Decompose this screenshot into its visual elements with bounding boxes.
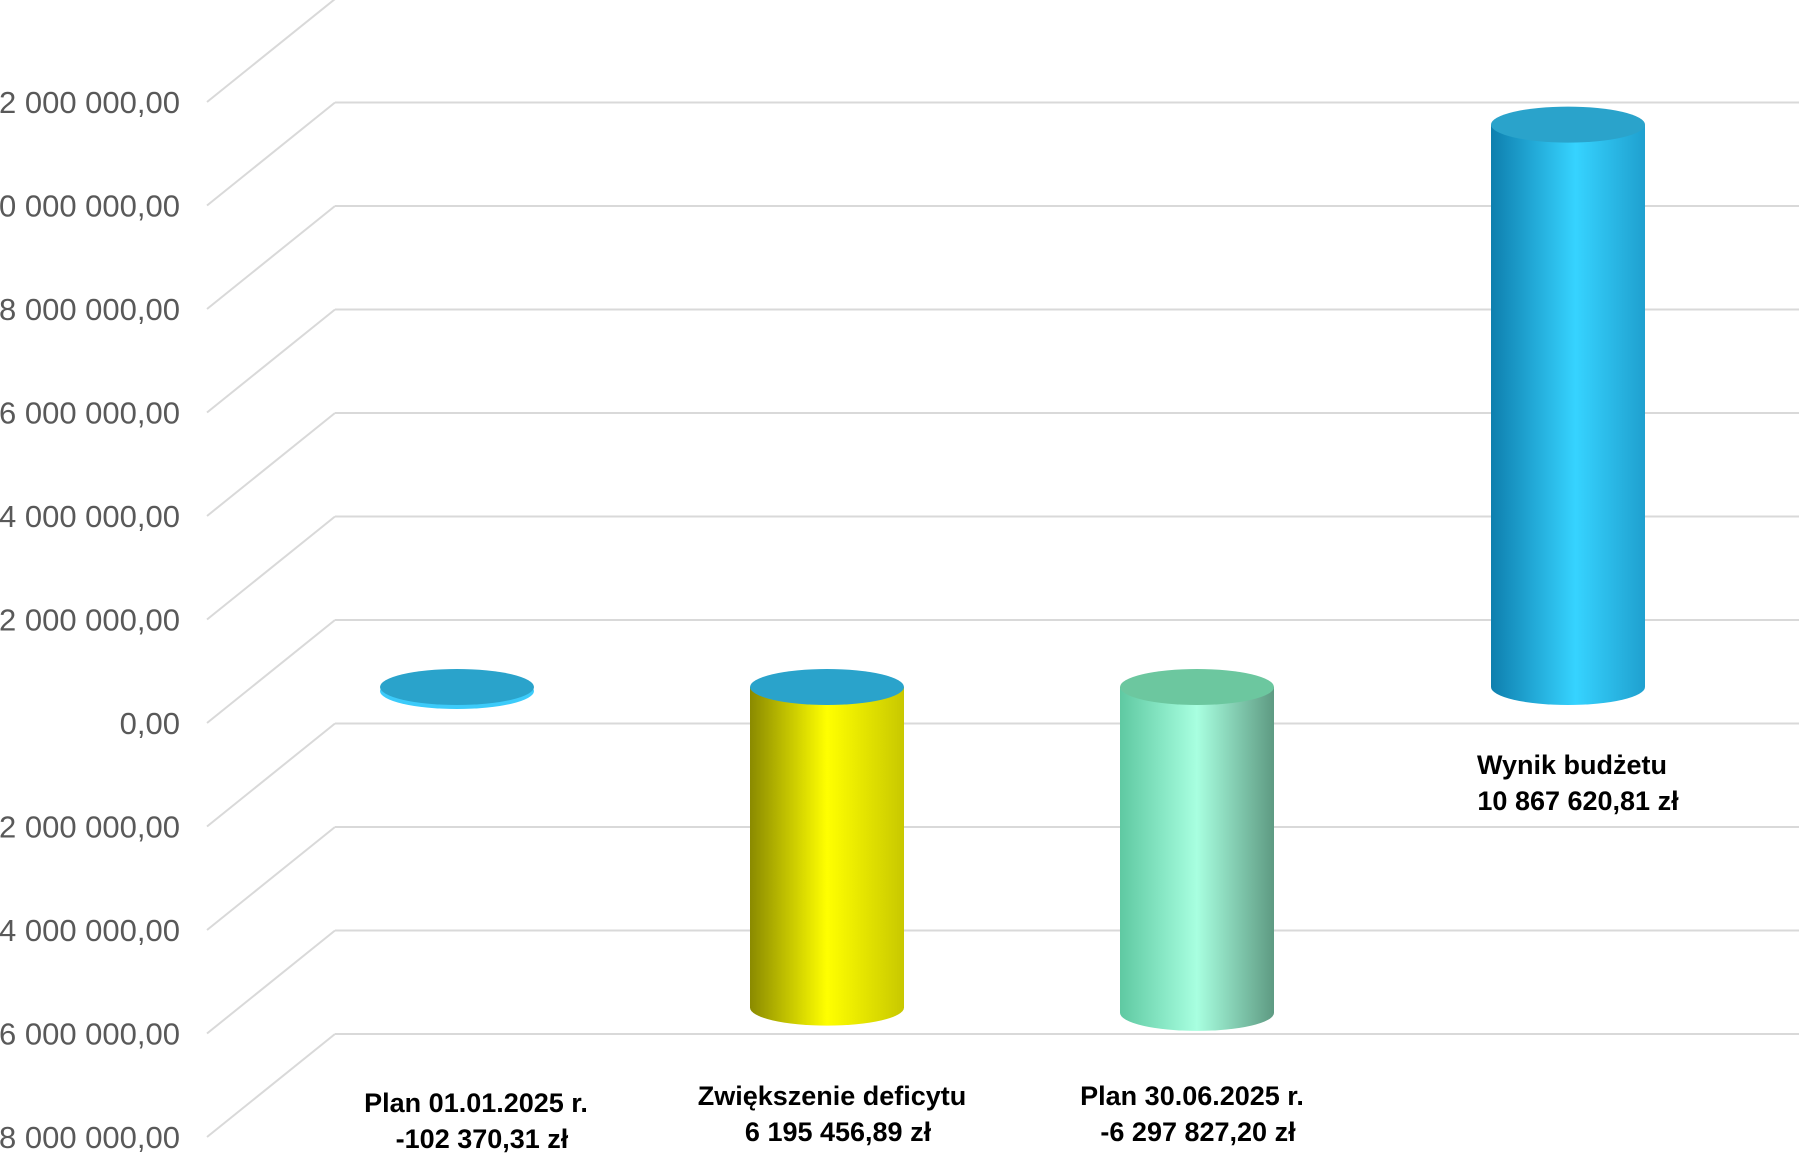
y-tick-label: -2 000 000,00 [0, 810, 180, 845]
bar-1 [380, 669, 534, 709]
category-label: Zwiększenie deficytu 6 195 456,89 zł [698, 1081, 967, 1147]
category-label: Plan 30.06.2025 r. -6 297 827,20 zł [1080, 1081, 1304, 1147]
category-value: 10 867 620,81 zł [1477, 786, 1679, 816]
y-tick-label: -6 000 000,00 [0, 1017, 180, 1052]
category-label: Plan 01.01.2025 r. -102 370,31 zł [364, 1088, 588, 1154]
y-tick-label: 10 000 000,00 [0, 189, 180, 224]
gridline-depth [206, 515, 336, 621]
category-name: Plan 30.06.2025 r. [1080, 1081, 1304, 1111]
y-tick-label: 4 000 000,00 [0, 499, 180, 534]
bar-body [1491, 124, 1645, 705]
category-value: 6 195 456,89 zł [745, 1117, 932, 1147]
bar-top-cap [380, 669, 534, 705]
y-tick-label: 8 000 000,00 [0, 292, 180, 327]
bar-3 [1120, 669, 1274, 1031]
gridline-depth [206, 826, 336, 931]
gridline-depth [206, 722, 336, 828]
gridline-depth [206, 1033, 336, 1138]
gridline-depth [206, 619, 336, 724]
gridline-depth [206, 0, 336, 103]
gridline-depth [206, 412, 336, 517]
bar-top-cap [750, 669, 904, 705]
gridline-depth [206, 101, 336, 207]
bar-top-cap [1120, 669, 1274, 705]
bar-body [1120, 687, 1274, 1031]
category-name: Zwiększenie deficytu [698, 1081, 967, 1111]
category-label: Wynik budżetu 10 867 620,81 zł [1477, 750, 1679, 816]
gridline-depth [206, 205, 336, 310]
category-value: -6 297 827,20 zł [1100, 1117, 1296, 1147]
bar-body [750, 687, 904, 1026]
category-name: Wynik budżetu [1477, 750, 1667, 780]
y-tick-label: 6 000 000,00 [0, 396, 180, 431]
gridline-depth [206, 308, 336, 414]
bar-4 [1491, 106, 1645, 705]
bar-2 [750, 669, 904, 1026]
y-tick-label: -8 000 000,00 [0, 1120, 180, 1155]
y-tick-label: -4 000 000,00 [0, 913, 180, 948]
category-name: Plan 01.01.2025 r. [364, 1088, 588, 1118]
y-tick-label: 0,00 [120, 706, 180, 741]
y-tick-label: 2 000 000,00 [0, 603, 180, 638]
y-tick-label: 12 000 000,00 [0, 85, 180, 120]
bar-top-cap [1491, 106, 1645, 143]
gridline-depth [206, 929, 336, 1035]
category-value: -102 370,31 zł [396, 1124, 569, 1154]
